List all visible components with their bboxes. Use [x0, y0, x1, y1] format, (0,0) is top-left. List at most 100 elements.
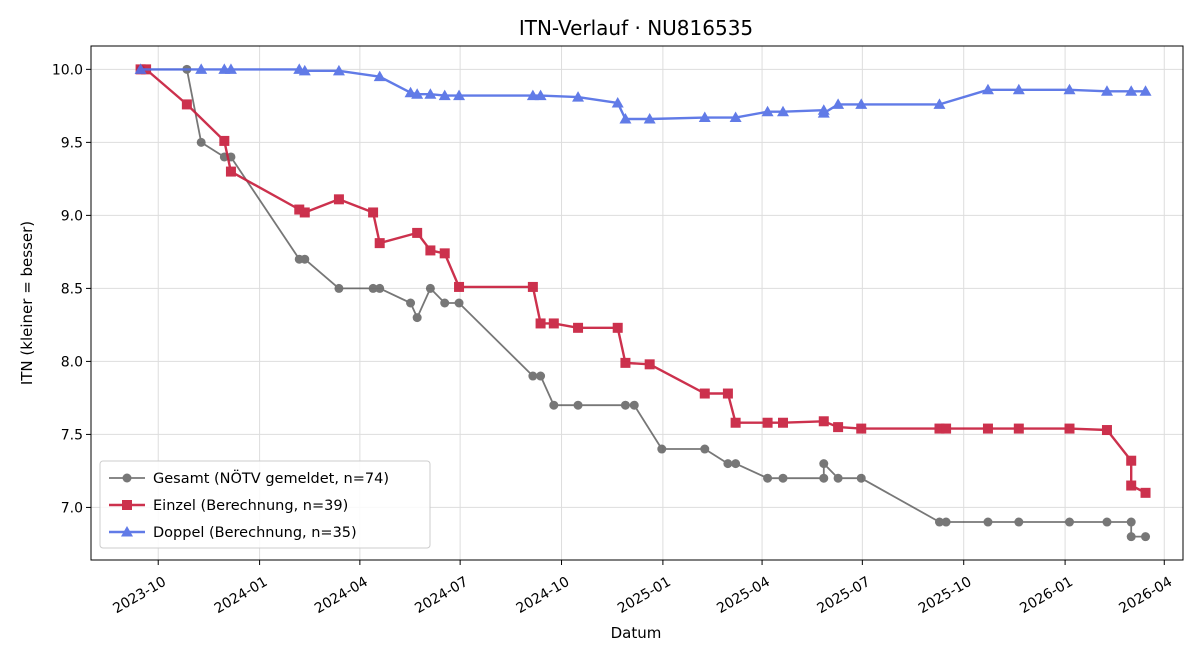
data-point-doppel [832, 98, 845, 109]
data-point-gesamt [1065, 517, 1075, 527]
data-point-einzel [573, 322, 584, 333]
data-point-gesamt [300, 254, 310, 264]
data-point-einzel [299, 207, 310, 218]
data-point-doppel [619, 113, 632, 124]
data-point-doppel [777, 105, 790, 117]
data-point-doppel [438, 89, 451, 101]
data-point-einzel [219, 135, 230, 146]
y-tick-label: 7.5 [61, 427, 83, 443]
data-point-doppel [526, 89, 539, 101]
data-point-einzel [333, 194, 344, 205]
data-point-einzel [1126, 480, 1137, 491]
data-point-einzel [368, 207, 379, 218]
data-point-gesamt [1141, 532, 1151, 542]
data-point-einzel [762, 417, 773, 428]
data-point-gesamt [1014, 517, 1024, 527]
data-point-gesamt [833, 473, 843, 483]
y-tick-label: 9.0 [61, 208, 83, 224]
data-point-gesamt [1126, 532, 1136, 542]
data-point-gesamt [657, 444, 667, 454]
data-point-doppel [411, 88, 424, 99]
data-point-einzel [1013, 423, 1024, 434]
data-point-gesamt [778, 473, 788, 483]
data-point-gesamt [196, 137, 206, 147]
y-tick-label: 8.0 [61, 354, 83, 370]
data-point-doppel [298, 64, 311, 76]
chart-title: ITN-Verlauf · NU816535 [519, 16, 753, 40]
data-point-doppel [855, 98, 868, 109]
y-tick-label: 9.5 [61, 135, 83, 151]
data-point-doppel [761, 105, 774, 117]
plot-frame [90, 45, 1184, 561]
data-point-einzel [941, 423, 952, 434]
data-point-gesamt [412, 313, 422, 323]
data-point-einzel [412, 227, 423, 238]
y-tick-label: 7.0 [61, 500, 83, 516]
data-point-gesamt [856, 473, 866, 483]
data-point-doppel [134, 63, 147, 74]
series-line-doppel [140, 68, 1146, 121]
data-point-doppel [981, 83, 994, 95]
data-point-einzel [1064, 423, 1075, 434]
y-tick-label: 8.5 [61, 281, 83, 297]
series-layer [134, 63, 1152, 542]
data-point-doppel [1139, 85, 1152, 96]
series-einzel [135, 64, 1151, 498]
data-point-einzel [425, 245, 436, 256]
data-point-gesamt [528, 371, 538, 381]
data-point-einzel [527, 281, 538, 292]
data-point-gesamt [700, 444, 710, 454]
data-point-einzel [548, 318, 559, 329]
data-point-doppel [1100, 85, 1113, 96]
data-point-gesamt [629, 400, 639, 410]
data-point-doppel [643, 113, 656, 124]
data-point-gesamt [819, 459, 829, 469]
data-point-einzel [225, 166, 236, 177]
data-point-doppel [424, 88, 437, 99]
data-point-einzel [644, 359, 655, 370]
data-point-gesamt [983, 517, 993, 527]
data-point-einzel [818, 416, 829, 427]
data-point-doppel [373, 70, 386, 82]
data-point-doppel [698, 111, 711, 123]
data-point-doppel [195, 63, 208, 74]
data-point-gesamt [549, 400, 559, 410]
legend-swatch-marker [122, 500, 132, 510]
data-point-einzel [722, 388, 733, 399]
data-point-einzel [1101, 425, 1112, 436]
data-point-einzel [778, 417, 789, 428]
data-point-gesamt [731, 459, 741, 469]
legend-item-einzel [109, 500, 145, 510]
data-point-gesamt [440, 298, 450, 308]
data-point-einzel [699, 388, 710, 399]
y-axis-label: ITN (kleiner = besser) [18, 221, 36, 385]
data-point-einzel [181, 99, 192, 110]
data-point-gesamt [1126, 517, 1136, 527]
data-point-doppel [224, 63, 237, 74]
data-point-einzel [1126, 455, 1137, 466]
data-point-gesamt [763, 473, 773, 483]
data-point-doppel [933, 98, 946, 109]
data-point-einzel [730, 417, 741, 428]
data-point-doppel [611, 96, 624, 108]
data-point-gesamt [573, 400, 583, 410]
data-point-doppel [1012, 83, 1025, 95]
legend-label: Einzel (Berechnung, n=39) [153, 498, 348, 514]
data-point-gesamt [375, 283, 385, 293]
data-point-doppel [534, 89, 547, 101]
legend-swatch-marker [122, 473, 132, 483]
data-point-gesamt [941, 517, 951, 527]
data-point-doppel [572, 91, 585, 102]
data-point-gesamt [536, 371, 546, 381]
data-point-einzel [982, 423, 993, 434]
data-point-gesamt [620, 400, 630, 410]
data-point-einzel [294, 204, 305, 215]
data-point-gesamt [406, 298, 416, 308]
data-point-gesamt [723, 459, 733, 469]
data-point-gesamt [368, 283, 378, 293]
data-point-doppel [817, 107, 830, 118]
y-tick-label: 10.0 [52, 62, 83, 78]
data-point-einzel [439, 248, 450, 259]
